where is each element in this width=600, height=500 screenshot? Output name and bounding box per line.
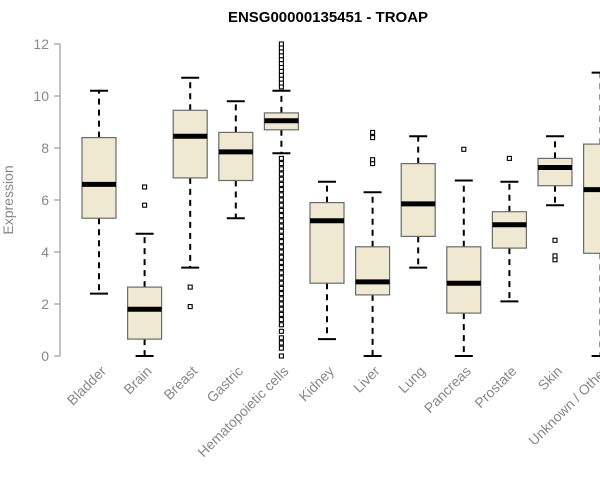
outlier-point bbox=[278, 249, 284, 255]
outlier-point bbox=[278, 340, 284, 346]
box-iqr bbox=[172, 109, 208, 179]
outlier-point bbox=[278, 285, 284, 291]
y-tick-label: 10 bbox=[33, 88, 49, 104]
x-category-label: Prostate bbox=[471, 363, 519, 411]
outlier-point bbox=[278, 166, 284, 172]
outlier-point bbox=[278, 259, 284, 265]
outlier-point bbox=[278, 161, 284, 167]
outlier-point bbox=[278, 202, 284, 208]
y-tick-label: 2 bbox=[41, 296, 49, 312]
box-lung bbox=[400, 135, 436, 269]
outlier-point bbox=[278, 187, 284, 193]
outlier-point bbox=[142, 202, 148, 208]
box-iqr bbox=[309, 202, 345, 284]
box-kidney bbox=[309, 180, 345, 341]
outlier-point bbox=[278, 275, 284, 281]
outlier-point bbox=[278, 192, 284, 198]
outlier-point bbox=[278, 254, 284, 260]
y-tick-label: 8 bbox=[41, 140, 49, 156]
outlier-point bbox=[278, 244, 284, 250]
box-iqr bbox=[446, 246, 482, 314]
box-iqr bbox=[582, 143, 600, 254]
box-iqr bbox=[491, 211, 527, 249]
outlier-point bbox=[278, 270, 284, 276]
y-tick-label: 12 bbox=[33, 36, 49, 52]
outlier-point bbox=[278, 207, 284, 213]
box-iqr bbox=[81, 137, 117, 219]
box-gastric bbox=[218, 100, 254, 220]
x-category-label: Brain bbox=[120, 363, 154, 397]
box-iqr bbox=[218, 131, 254, 182]
x-category-label: Bladder bbox=[64, 363, 110, 409]
outlier-point bbox=[278, 41, 284, 47]
outlier-point bbox=[278, 317, 284, 323]
box-iqr bbox=[355, 246, 391, 296]
outlier-point bbox=[187, 304, 193, 310]
box-unknown-other bbox=[582, 71, 600, 357]
box-iqr bbox=[400, 163, 436, 238]
outlier-point bbox=[278, 280, 284, 286]
outlier-point bbox=[370, 135, 376, 141]
x-category-label: Skin bbox=[535, 363, 566, 394]
outlier-point bbox=[187, 284, 193, 290]
outlier-point bbox=[142, 184, 148, 190]
outlier-point bbox=[278, 306, 284, 312]
outlier-point bbox=[278, 301, 284, 307]
outlier-point bbox=[278, 296, 284, 302]
outlier-point bbox=[461, 146, 467, 152]
outlier-point bbox=[278, 353, 284, 359]
outlier-point bbox=[506, 155, 512, 161]
outlier-point bbox=[278, 328, 284, 334]
x-category-label: Hematopoietic cells bbox=[194, 363, 291, 460]
box-brain bbox=[126, 184, 163, 357]
outlier-point bbox=[370, 157, 376, 163]
outlier-point bbox=[278, 311, 284, 317]
y-tick-label: 4 bbox=[41, 244, 49, 260]
outlier-point bbox=[552, 253, 558, 259]
box-bladder bbox=[81, 89, 117, 295]
outlier-point bbox=[278, 197, 284, 203]
plot-area bbox=[81, 41, 600, 359]
box-breast bbox=[172, 76, 208, 310]
y-axis: 0 2 4 6 8 10 12 bbox=[33, 36, 61, 364]
box-skin bbox=[537, 135, 573, 263]
x-category-label: Lung bbox=[395, 363, 428, 396]
box-iqr bbox=[537, 157, 573, 187]
x-category-label: Pancreas bbox=[421, 363, 474, 416]
outlier-point bbox=[278, 213, 284, 219]
outlier-point bbox=[278, 291, 284, 297]
outlier-point bbox=[278, 239, 284, 245]
outlier-point bbox=[278, 265, 284, 271]
outlier-point bbox=[278, 233, 284, 239]
outlier-point bbox=[278, 345, 284, 351]
outlier-point bbox=[278, 335, 284, 341]
outlier-point bbox=[278, 155, 284, 161]
x-category-label: Breast bbox=[160, 363, 200, 403]
chart-title: ENSG00000135451 - TROAP bbox=[228, 9, 428, 26]
outlier-point bbox=[278, 228, 284, 234]
box-iqr bbox=[126, 286, 163, 340]
outlier-point bbox=[278, 322, 284, 328]
outlier-point bbox=[370, 129, 376, 135]
outlier-point bbox=[278, 176, 284, 182]
outlier-point bbox=[278, 223, 284, 229]
outlier-point bbox=[278, 181, 284, 187]
outlier-point bbox=[552, 237, 558, 243]
box-prostate bbox=[491, 155, 527, 303]
x-category-label: Liver bbox=[350, 363, 383, 396]
box-pancreas bbox=[446, 146, 482, 357]
box-hematopoietic-cells bbox=[263, 41, 299, 359]
y-tick-label: 0 bbox=[41, 348, 49, 364]
box-liver bbox=[355, 129, 391, 357]
x-category-label: Kidney bbox=[296, 363, 338, 405]
x-category-label: Gastric bbox=[203, 363, 246, 406]
y-axis-label: Expression bbox=[0, 165, 16, 234]
outlier-point bbox=[278, 171, 284, 177]
outlier-point bbox=[278, 218, 284, 224]
y-tick-label: 6 bbox=[41, 192, 49, 208]
